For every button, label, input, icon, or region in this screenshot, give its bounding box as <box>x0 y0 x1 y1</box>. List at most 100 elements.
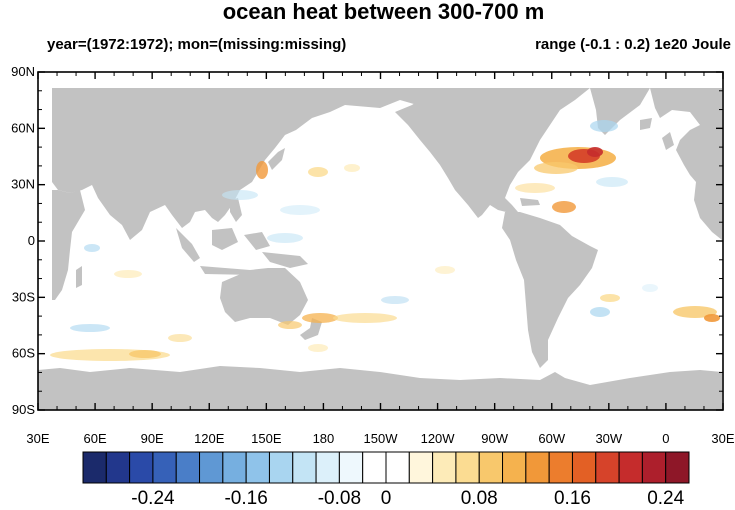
anomaly-patch <box>70 324 110 332</box>
land-north-america <box>395 88 590 218</box>
colorbar-swatch <box>338 451 364 484</box>
colorbar-swatch <box>385 451 410 484</box>
anomaly-patch <box>302 313 338 323</box>
land-antarctica <box>38 366 722 410</box>
colorbar-swatch <box>432 451 457 484</box>
colorbar <box>82 451 690 484</box>
anomaly-patch <box>84 244 100 252</box>
anomaly-patch <box>590 120 618 132</box>
anomaly-patch <box>222 190 258 200</box>
land-british-isles <box>662 132 674 150</box>
colorbar-swatch <box>502 451 527 484</box>
colorbar-swatch <box>641 451 667 484</box>
anomaly-patch <box>673 306 717 318</box>
axis-ticks <box>37 71 724 411</box>
lon-tick-label: 90E <box>141 431 164 446</box>
lat-tick-label: 0 <box>28 233 35 248</box>
colorbar-swatch <box>525 451 550 484</box>
anomaly-patch <box>435 266 455 274</box>
colorbar-swatch <box>408 451 434 484</box>
anomaly-patch <box>704 314 720 322</box>
colorbar-swatch <box>478 451 504 484</box>
colorbar-swatch <box>129 451 154 484</box>
anomaly-patch <box>534 162 578 174</box>
colorbar-swatch <box>82 451 107 484</box>
colorbar-tick-label: -0.16 <box>224 488 267 509</box>
value-range-subtitle: range (-0.1 : 0.2) 1e20 Joule <box>535 36 731 53</box>
anomaly-patch <box>587 147 603 157</box>
colorbar-swatch <box>268 451 294 484</box>
colorbar-tick-label: 0.08 <box>461 488 498 509</box>
colorbar-swatch <box>175 451 201 484</box>
anomaly-patch <box>267 233 303 243</box>
anomaly-patch <box>600 294 620 302</box>
anomaly-patch <box>590 307 610 317</box>
lon-tick-label: 150W <box>364 431 399 446</box>
colorbar-swatch <box>618 451 643 484</box>
lon-tick-label: 120E <box>194 431 225 446</box>
colorbar-swatch <box>362 451 387 484</box>
land-caribbean <box>520 198 540 206</box>
lat-tick-label: 90N <box>11 64 35 79</box>
latitude-labels: 90N 60N 30N 0 30S 60S 90S <box>11 64 35 417</box>
anomaly-patch <box>642 284 658 292</box>
anomaly-patch <box>344 164 360 172</box>
land-philippines <box>230 198 242 222</box>
colorbar-swatch <box>222 451 247 484</box>
anomaly-patch <box>552 201 576 213</box>
lat-tick-label: 90S <box>12 402 35 417</box>
anomaly-patch <box>308 344 328 352</box>
anomaly-patch <box>278 321 302 329</box>
colorbar-swatch <box>292 451 317 484</box>
land-indonesia <box>176 228 270 275</box>
colorbar-swatch <box>665 451 690 484</box>
lon-tick-label: 180 <box>313 431 335 446</box>
colorbar-tick-label: 0 <box>381 488 392 509</box>
lat-tick-label: 60S <box>12 346 35 361</box>
colorbar-swatch <box>571 451 597 484</box>
lon-tick-label: 30E <box>711 431 734 446</box>
land-south-america <box>502 212 598 368</box>
colorbar-swatch <box>152 451 177 484</box>
land-new-guinea <box>262 252 308 268</box>
colorbar-tick-label: 0.16 <box>554 488 591 509</box>
anomaly-patch <box>280 205 320 215</box>
lat-tick-label: 30S <box>12 289 35 304</box>
lon-tick-label: 60E <box>84 431 107 446</box>
colorbar-tick-label: 0.24 <box>647 488 684 509</box>
anomaly-patch <box>308 167 328 177</box>
land-japan <box>268 148 285 170</box>
colorbar-swatch <box>315 451 340 484</box>
time-range-subtitle: year=(1972:1972); mon=(missing:missing) <box>47 36 347 53</box>
anomaly-patch <box>596 177 628 187</box>
lon-tick-label: 30W <box>595 431 622 446</box>
plot-frame-mask <box>0 60 735 422</box>
anomaly-patch <box>168 334 192 342</box>
anomaly-patch <box>256 161 268 179</box>
colorbar-swatch <box>199 451 224 484</box>
chart-title: ocean heat between 300-700 m <box>222 0 545 24</box>
anomaly-patch <box>129 350 161 358</box>
colorbar-swatch <box>245 451 270 484</box>
lon-tick-label: 150E <box>251 431 282 446</box>
lat-tick-label: 60N <box>11 120 35 135</box>
lon-tick-label: 30E <box>26 431 49 446</box>
lon-tick-label: 120W <box>421 431 456 446</box>
lon-tick-label: 0 <box>662 431 669 446</box>
map-panel: 90N 60N 30N 0 30S 60S 90S 30E 60E 90E 120E 150E 180… <box>0 60 735 446</box>
colorbar-swatch <box>548 451 573 484</box>
lat-tick-label: 30N <box>11 177 35 192</box>
land-australia <box>220 268 308 325</box>
land-new-zealand <box>300 318 322 340</box>
land-madagascar <box>76 266 82 288</box>
anomaly-patch <box>381 296 409 304</box>
colorbar-tick-label: -0.24 <box>131 488 175 509</box>
anomaly-patch <box>333 313 397 323</box>
colorbar-tick-label: -0.08 <box>318 488 361 509</box>
anomaly-patch <box>515 183 555 193</box>
lon-tick-label: 60W <box>538 431 565 446</box>
anomaly-patch <box>114 270 142 278</box>
longitude-labels: 30E 60E 90E 120E 150E 180 150W 120W 90W 60W 30W 0 30… <box>26 431 734 446</box>
lon-tick-label: 90W <box>481 431 508 446</box>
